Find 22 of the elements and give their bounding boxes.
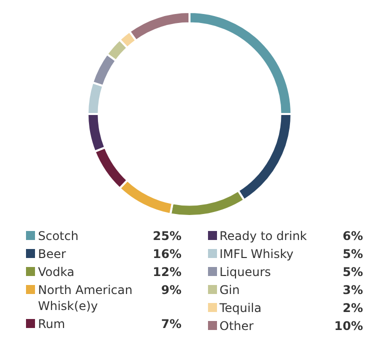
data-label: 6% [342, 228, 363, 244]
data-label: 10% [334, 318, 363, 334]
data-label: 16% [152, 246, 182, 262]
data-label: 5% [342, 264, 363, 280]
data-label: 25% [152, 228, 182, 244]
legend-label: Liqueurs [220, 264, 272, 280]
legend-label: Ready to drink [220, 228, 308, 244]
legend-label: Tequila [220, 300, 262, 316]
legend-label: Vodka [38, 264, 76, 280]
legend-label: Other [220, 318, 255, 334]
data-label: 3% [342, 282, 363, 298]
legend-label: Beer [38, 246, 67, 262]
legend-label: Rum [38, 316, 66, 332]
data-label: 12% [152, 264, 182, 280]
legend-label: North American Whisk(e)y [38, 282, 134, 314]
legend-label: IMFL Whisky [220, 246, 294, 262]
data-label: 7% [161, 316, 182, 332]
data-label: 2% [342, 300, 363, 316]
data-label: 9% [161, 282, 182, 298]
legend-label: Gin [220, 282, 241, 298]
legend-label: Scotch [38, 228, 80, 244]
data-label: 5% [342, 246, 363, 262]
